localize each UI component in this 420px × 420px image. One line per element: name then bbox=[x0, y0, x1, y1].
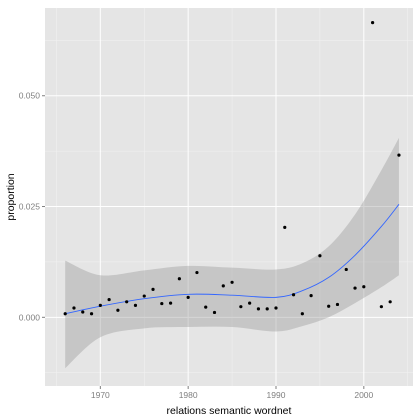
x-axis-ticks: 1970 1980 1990 2000 bbox=[91, 386, 374, 400]
data-point bbox=[300, 312, 304, 316]
data-point bbox=[335, 302, 340, 307]
minor-gridlines bbox=[45, 8, 413, 386]
data-point bbox=[125, 300, 129, 304]
data-point bbox=[221, 284, 225, 288]
data-point bbox=[370, 21, 375, 25]
data-point bbox=[362, 285, 366, 289]
data-point bbox=[274, 306, 278, 310]
data-point bbox=[133, 303, 138, 307]
y-tick-label: 0.025 bbox=[19, 202, 41, 212]
data-point bbox=[379, 305, 383, 309]
data-point bbox=[327, 304, 331, 308]
data-point bbox=[186, 295, 190, 299]
data-point bbox=[318, 254, 322, 258]
x-axis-title: relations semantic wordnet bbox=[167, 405, 292, 417]
data-point bbox=[256, 307, 261, 311]
data-point bbox=[63, 312, 67, 316]
data-point bbox=[388, 300, 392, 304]
data-point bbox=[283, 225, 287, 229]
data-point bbox=[265, 307, 269, 311]
data-point bbox=[344, 267, 348, 272]
data-point bbox=[309, 293, 313, 298]
y-axis-ticks: 0.000 0.025 0.050 bbox=[19, 91, 45, 322]
data-point bbox=[397, 153, 401, 157]
major-gridlines bbox=[45, 8, 413, 386]
y-tick-label: 0.000 bbox=[19, 312, 41, 322]
x-tick-label: 1980 bbox=[179, 390, 198, 400]
y-axis-title: proportion bbox=[5, 173, 17, 220]
x-tick-label: 2000 bbox=[354, 390, 373, 400]
data-point bbox=[81, 310, 85, 314]
data-point bbox=[116, 308, 120, 312]
data-point bbox=[72, 306, 76, 310]
data-point bbox=[177, 277, 181, 281]
data-point bbox=[168, 301, 173, 305]
data-point bbox=[248, 301, 252, 305]
x-tick-label: 1970 bbox=[91, 390, 110, 400]
data-points bbox=[63, 21, 401, 316]
data-point bbox=[195, 270, 199, 275]
smooth-trend-line bbox=[65, 204, 400, 315]
data-point bbox=[353, 286, 357, 290]
data-point bbox=[98, 303, 102, 307]
confidence-ribbon bbox=[65, 137, 399, 369]
y-tick-label: 0.050 bbox=[19, 91, 41, 101]
data-point bbox=[160, 301, 164, 306]
data-point bbox=[142, 294, 146, 298]
x-tick-label: 1990 bbox=[267, 390, 286, 400]
data-point bbox=[89, 312, 94, 316]
plot-panel bbox=[45, 8, 413, 386]
data-point bbox=[230, 280, 234, 284]
data-point bbox=[204, 305, 208, 309]
data-point bbox=[291, 293, 296, 297]
data-point bbox=[212, 310, 217, 315]
data-point bbox=[151, 287, 155, 291]
data-point bbox=[239, 305, 243, 309]
data-point bbox=[107, 297, 111, 302]
